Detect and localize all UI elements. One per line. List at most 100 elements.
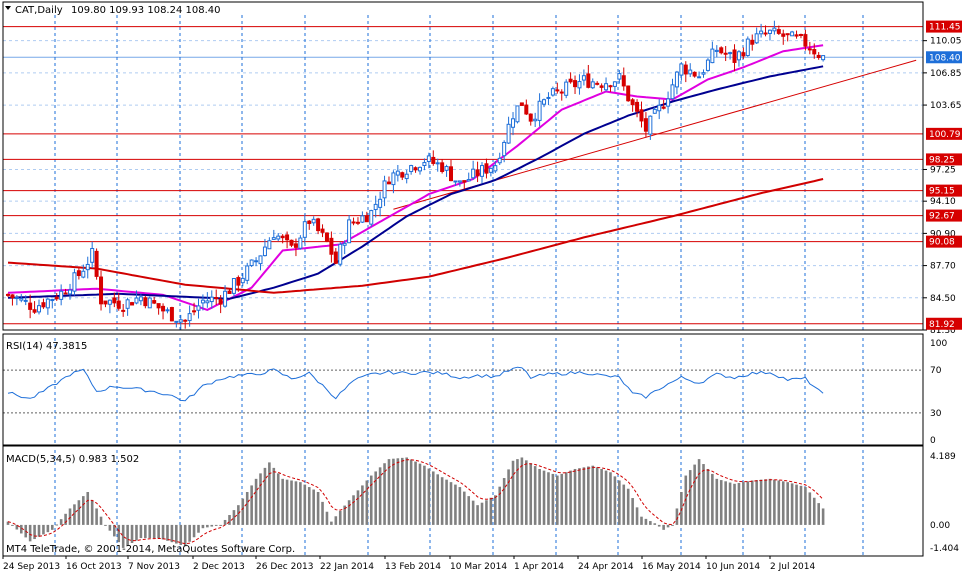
candle <box>741 47 746 59</box>
candle-body <box>72 272 77 292</box>
candle-body <box>550 88 555 96</box>
dropdown-triangle-icon[interactable] <box>5 6 11 10</box>
panel-frame-0 <box>2 1 924 331</box>
candle <box>661 99 666 110</box>
candle-body <box>790 31 795 37</box>
macd-bar <box>799 485 803 525</box>
candle-body <box>395 170 400 176</box>
candle-body <box>302 221 307 238</box>
candle <box>767 29 772 41</box>
candle-body <box>320 228 325 233</box>
macd-bar <box>462 491 466 525</box>
candle <box>183 319 188 329</box>
candle <box>302 214 307 244</box>
candle-body <box>409 165 414 173</box>
macd-bar <box>86 492 90 525</box>
candle-body <box>6 293 10 296</box>
candle <box>32 301 37 314</box>
candle-body <box>183 319 188 322</box>
candle <box>236 275 241 292</box>
candle-body <box>821 55 826 61</box>
candle-body <box>652 108 657 114</box>
candle-body <box>502 141 507 157</box>
chart-header[interactable]: CAT,Daily 109.80 109.93 108.24 108.40 <box>5 5 221 16</box>
macd-bar <box>294 481 298 525</box>
macd-bar <box>795 484 798 525</box>
candle-body <box>586 73 591 88</box>
candle-body <box>271 237 276 240</box>
macd-bar <box>95 508 98 525</box>
macd-bar <box>626 488 630 525</box>
candle <box>307 219 312 230</box>
candle <box>728 51 733 60</box>
candle <box>772 20 777 35</box>
candle-body <box>794 34 799 37</box>
candle-body <box>816 54 821 58</box>
macd-bar <box>152 524 156 539</box>
candle-body <box>298 237 303 249</box>
candle <box>121 303 126 317</box>
panel-frame-1 <box>2 333 924 446</box>
macd-bar <box>644 518 648 525</box>
panel-frame-2 <box>2 445 924 557</box>
candle <box>719 46 724 55</box>
macd-bar <box>361 485 364 525</box>
candle-body <box>76 270 81 277</box>
candle <box>710 41 715 64</box>
candle-body <box>329 237 334 255</box>
macd-bar <box>82 496 85 525</box>
candle <box>754 27 759 45</box>
last-price-label: 108.40 <box>929 53 961 63</box>
candle <box>289 239 294 248</box>
candle-body <box>493 165 498 172</box>
candle <box>422 158 427 171</box>
candle-body <box>763 32 768 35</box>
candle-body <box>462 180 467 183</box>
candle-body <box>293 243 298 248</box>
macd-bar <box>356 490 360 525</box>
candle-body <box>134 297 139 304</box>
macd-bar <box>259 473 262 525</box>
candle <box>435 158 440 172</box>
macd-bar <box>192 524 196 538</box>
candle-body <box>626 85 631 102</box>
candle <box>444 164 449 177</box>
candle <box>293 238 298 257</box>
macd-bar <box>494 495 497 525</box>
candle <box>169 306 174 322</box>
macd-bar <box>635 507 639 525</box>
candle-body <box>564 81 569 96</box>
candle <box>395 164 400 182</box>
candle <box>612 81 617 92</box>
candle-body <box>267 240 272 250</box>
candle <box>568 72 573 84</box>
candle-body <box>506 123 511 144</box>
candle <box>666 91 671 114</box>
candle-body <box>772 27 777 32</box>
price-tick-label: 90.90 <box>930 229 956 239</box>
macd-bar <box>46 524 50 533</box>
candle <box>174 320 179 328</box>
candle <box>736 50 741 67</box>
macd-bar <box>37 524 41 537</box>
candle-body <box>595 82 600 85</box>
candle <box>608 84 613 92</box>
candle-body <box>515 105 520 123</box>
time-tick-label: 7 Nov 2013 <box>128 562 180 572</box>
candle <box>475 161 480 183</box>
candle-body <box>112 297 117 304</box>
candle <box>249 259 254 268</box>
candle <box>320 224 325 238</box>
macd-bar <box>582 467 586 525</box>
candle-body <box>342 242 347 246</box>
macd-bar <box>719 480 723 525</box>
macd-bar <box>476 505 479 525</box>
candle-body <box>497 157 502 164</box>
macd-bar <box>666 524 670 528</box>
macd-bar <box>148 524 152 539</box>
macd-bar <box>19 524 23 534</box>
candle <box>360 211 365 223</box>
candle <box>316 217 321 235</box>
macd-bar <box>750 480 754 525</box>
